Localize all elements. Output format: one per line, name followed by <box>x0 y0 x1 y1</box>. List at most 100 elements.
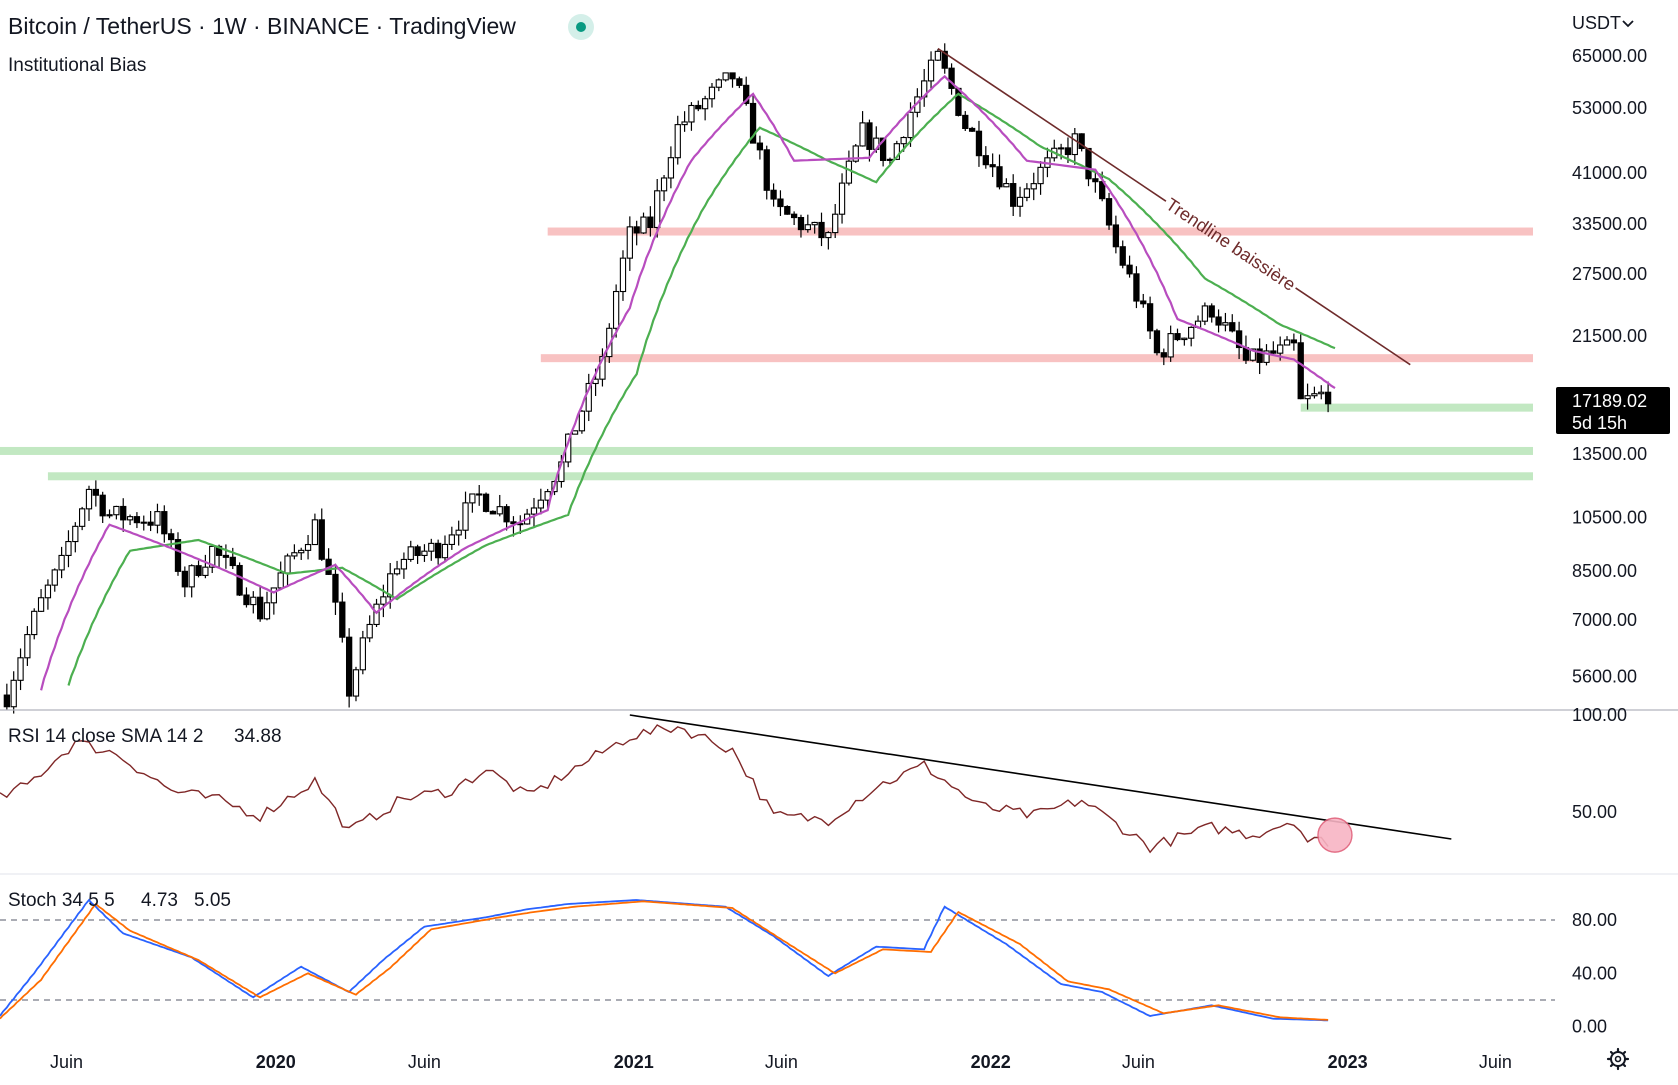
price-pane[interactable] <box>3 43 1332 714</box>
candle-body-89 <box>612 290 620 329</box>
candle-body-123 <box>845 160 853 184</box>
candle-body-165 <box>1133 273 1140 302</box>
candle-body-176 <box>1208 305 1215 318</box>
candle-body-91 <box>626 226 633 259</box>
candle-body-88 <box>606 327 613 358</box>
candle-body-183 <box>1256 348 1263 363</box>
candle-body-163 <box>1119 246 1126 266</box>
resistance-zone-0 <box>547 227 1533 236</box>
candle-body-93 <box>640 216 647 234</box>
candle-body-50 <box>345 636 353 697</box>
candle-body-100 <box>688 104 695 123</box>
price-tick-7: 33500.00 <box>1572 214 1647 234</box>
stoch-tick-0: 0.00 <box>1572 1017 1607 1037</box>
candle-body-65 <box>448 534 455 545</box>
candle-body-118 <box>811 221 818 226</box>
candle-body-138 <box>948 67 955 89</box>
rsi-line <box>0 724 1329 854</box>
candle-body-122 <box>838 182 846 215</box>
candle-body-124 <box>852 145 859 162</box>
candle-body-58 <box>400 558 408 570</box>
candle-body-107 <box>736 78 743 86</box>
candle-body-168 <box>1153 330 1161 354</box>
candle-body-131 <box>900 136 907 145</box>
candle-body-37 <box>256 596 264 620</box>
candle-body-162 <box>1112 224 1120 248</box>
legends: Bitcoin / TetherUS · 1W · BINANCE · Trad… <box>8 13 1670 1071</box>
candle-body-16 <box>113 505 120 516</box>
candle-body-43 <box>298 549 305 554</box>
candle-body-145 <box>996 166 1003 188</box>
stoch-tick-2: 80.00 <box>1572 910 1617 930</box>
candle-body-190 <box>1304 395 1311 400</box>
candle-body-97 <box>667 157 675 179</box>
price-tick-4: 13500.00 <box>1572 444 1647 464</box>
candle-body-151 <box>1037 166 1044 185</box>
candle-body-159 <box>1092 178 1099 183</box>
price-badge-value: 17189.02 <box>1572 391 1647 411</box>
candle-body-105 <box>722 72 729 81</box>
candle-body-171 <box>1174 333 1181 341</box>
candle-body-167 <box>1146 303 1154 332</box>
candle-body-179 <box>1229 322 1236 332</box>
stoch-legend-name: Stoch 34 5 5 <box>8 890 115 911</box>
candle-body-149 <box>1023 188 1031 198</box>
candle-body-121 <box>832 213 839 234</box>
rsi-pane[interactable] <box>0 714 1452 854</box>
gear-icon[interactable] <box>1606 1047 1630 1071</box>
candle-body-29 <box>202 566 209 576</box>
candle-body-158 <box>1085 147 1092 180</box>
currency-selector[interactable]: USDT <box>1572 13 1621 33</box>
candle-body-193 <box>1324 391 1332 405</box>
time-tick-6: Juin <box>1122 1052 1155 1072</box>
candle-body-83 <box>571 430 579 435</box>
price-zones <box>0 227 1533 481</box>
candle-body-20 <box>140 521 147 524</box>
candle-body-110 <box>756 142 764 151</box>
price-tick-3: 10500.00 <box>1572 507 1647 527</box>
candle-body-114 <box>784 205 791 215</box>
candle-body-150 <box>1030 183 1037 190</box>
stoch-pane[interactable] <box>0 898 1555 1022</box>
price-tick-8: 41000.00 <box>1572 163 1647 183</box>
candle-body-102 <box>701 98 709 110</box>
candle-body-161 <box>1105 198 1113 226</box>
candle-body-143 <box>982 155 989 166</box>
candle-body-142 <box>975 130 983 157</box>
candle-body-55 <box>380 596 387 605</box>
candle-body-172 <box>1181 337 1188 341</box>
candle-body-98 <box>674 124 681 159</box>
candle-body-13 <box>92 488 99 496</box>
price-trendline-upper <box>937 47 1167 202</box>
candle-body-40 <box>277 572 284 589</box>
candle-body-17 <box>120 505 127 521</box>
candle-body-44 <box>304 543 312 551</box>
candle-body-166 <box>1140 300 1147 305</box>
chevron-down-icon[interactable] <box>1622 20 1634 28</box>
time-tick-2: Juin <box>408 1052 441 1072</box>
candle-body-4 <box>31 610 38 636</box>
time-tick-3: 2021 <box>614 1052 654 1072</box>
candle-body-119 <box>818 221 825 239</box>
candle-body-51 <box>352 669 360 697</box>
resistance-zone-1 <box>540 354 1533 363</box>
candle-body-157 <box>1078 133 1085 150</box>
price-tick-6: 27500.00 <box>1572 264 1647 284</box>
price-tick-9: 53000.00 <box>1572 98 1647 118</box>
candle-body-5 <box>37 597 45 612</box>
candle-body-90 <box>619 257 627 293</box>
market-status-dot <box>576 22 586 32</box>
candle-body-148 <box>1016 196 1024 207</box>
candle-body-136 <box>934 50 942 61</box>
candle-body-106 <box>729 72 736 80</box>
candle-body-22 <box>154 511 161 526</box>
candle-body-26 <box>181 570 188 588</box>
candle-body-188 <box>1290 339 1298 344</box>
time-tick-4: Juin <box>765 1052 798 1072</box>
candle-body-71 <box>489 510 497 515</box>
price-tick-5: 21500.00 <box>1572 326 1647 346</box>
candle-body-177 <box>1215 316 1222 326</box>
candle-body-7 <box>51 569 58 586</box>
